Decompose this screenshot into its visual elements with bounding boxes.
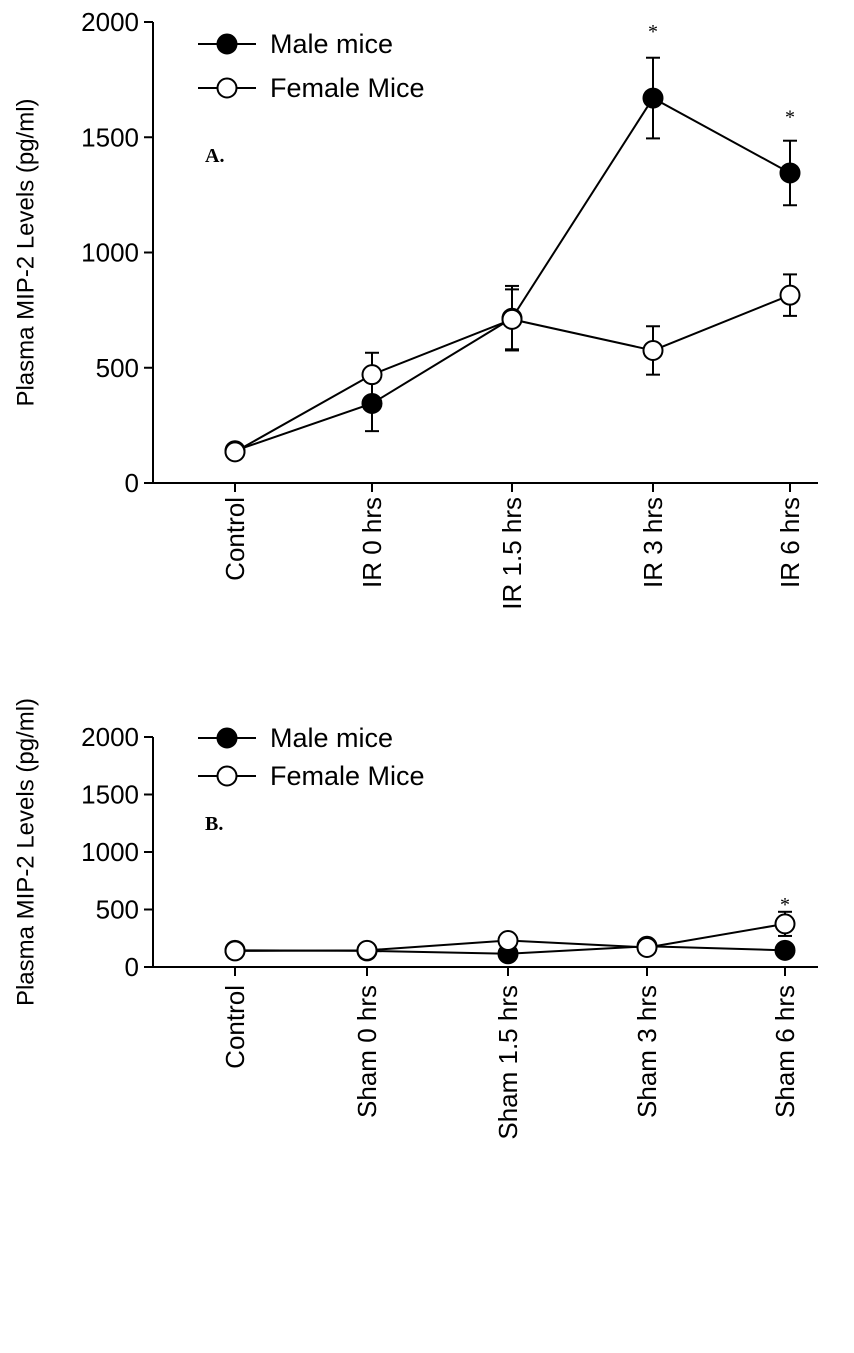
- data-point-female: [636, 936, 658, 958]
- data-point-female: [497, 930, 519, 952]
- y-tick-label: 1500: [81, 122, 139, 152]
- data-point-female: [224, 940, 246, 962]
- x-tick-label: IR 1.5 hrs: [497, 497, 527, 610]
- series-line: [234, 96, 791, 452]
- x-tick-label: Sham 3 hrs: [632, 985, 662, 1118]
- y-tick-label: 1000: [81, 837, 139, 867]
- legend-label: Male mice: [270, 723, 393, 753]
- data-point-male: [779, 162, 801, 184]
- x-tick-label: Control: [220, 497, 250, 581]
- data-point-female: [356, 939, 378, 961]
- y-axis-label: Plasma MIP-2 Levels (pg/ml): [13, 698, 40, 1006]
- significance-asterisk: *: [785, 106, 795, 128]
- legend-label: Female Mice: [270, 761, 425, 791]
- legend: Male mice Female Mice: [198, 29, 425, 103]
- chart-panel-a: 0 500 1000 1500 2000 Plasma MIP-2 Levels (pg/…: [13, 7, 818, 610]
- y-tick-label: 1000: [81, 238, 139, 268]
- x-tick-label: Control: [220, 985, 250, 1069]
- data-point-female: [779, 284, 801, 306]
- legend-marker: [216, 765, 238, 787]
- x-tick-label: Sham 0 hrs: [352, 985, 382, 1118]
- y-tick-label: 0: [125, 952, 139, 982]
- data-point-female: [361, 364, 383, 386]
- chart-panel-b: 0 500 1000 1500 2000 Plasma MIP-2 Levels (pg/…: [13, 698, 818, 1140]
- y-tick-label: 2000: [81, 722, 139, 752]
- data-point-male: [774, 939, 796, 961]
- x-tick-label: Sham 6 hrs: [770, 985, 800, 1118]
- data-point-female: [501, 308, 523, 330]
- y-axis-label: Plasma MIP-2 Levels (pg/ml): [13, 98, 40, 406]
- y-tick-label: 2000: [81, 7, 139, 37]
- data-point-male: [642, 87, 664, 109]
- legend-marker: [216, 727, 238, 749]
- data-point-female: [224, 441, 246, 463]
- y-tick-label: 500: [96, 353, 139, 383]
- x-tick-label: IR 6 hrs: [775, 497, 805, 588]
- significance-asterisk: *: [648, 21, 658, 43]
- legend-marker: [216, 77, 238, 99]
- data-point-female: [774, 913, 796, 935]
- panel-label: B.: [205, 813, 223, 835]
- legend: Male mice Female Mice: [198, 723, 425, 791]
- significance-asterisk: *: [780, 894, 790, 916]
- data-point-female: [642, 339, 664, 361]
- x-tick-label: IR 3 hrs: [638, 497, 668, 588]
- legend-label: Female Mice: [270, 73, 425, 103]
- legend-label: Male mice: [270, 29, 393, 59]
- legend-marker: [216, 33, 238, 55]
- x-tick-label: IR 0 hrs: [357, 497, 387, 588]
- data-point-male: [361, 392, 383, 414]
- y-tick-label: 500: [96, 895, 139, 925]
- panel-label: A.: [205, 145, 224, 167]
- y-tick-label: 0: [125, 468, 139, 498]
- y-tick-label: 1500: [81, 780, 139, 810]
- x-tick-label: Sham 1.5 hrs: [493, 985, 523, 1140]
